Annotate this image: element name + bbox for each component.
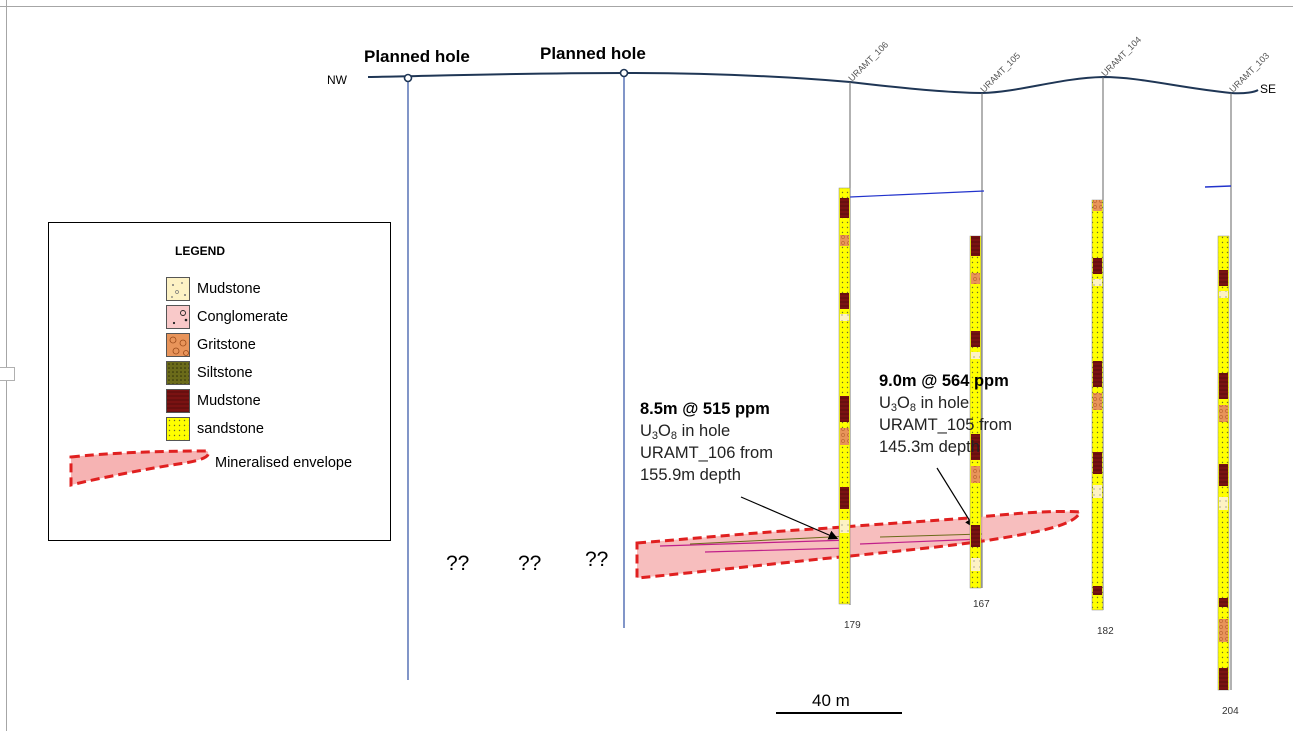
- unknown-mark-1: ??: [446, 552, 469, 575]
- legend-title: LEGEND: [175, 244, 226, 258]
- legend-box: LEGEND Mudstone Conglomerate Gritstone S…: [48, 222, 391, 541]
- frame-left-border: [6, 0, 7, 731]
- planned-hole-2-collar: [619, 68, 629, 78]
- legend-label-siltstone: Siltstone: [197, 365, 253, 381]
- annotation-arrow-106: [740, 496, 839, 540]
- topography-line: [367, 71, 1259, 95]
- log-column-URAMT_106: [838, 187, 851, 605]
- intercept-annotation-105: 9.0m @ 564 ppm U3O8 in hole URAMT_105 fr…: [879, 370, 1012, 458]
- scale-bar-label: 40 m: [812, 691, 850, 710]
- annotation-arrow-105: [936, 467, 975, 529]
- intercept-hole-106: URAMT_106 from: [640, 444, 773, 462]
- gritstone-swatch-icon: [166, 333, 190, 357]
- legend-item-mudstone-light: Mudstone: [166, 277, 261, 301]
- mudstone-dark-swatch-icon: [166, 389, 190, 413]
- water-level-tick-103: [1204, 185, 1232, 188]
- intercept-hole-105: URAMT_105 from: [879, 416, 1012, 434]
- log-column-URAMT_105: [969, 235, 982, 589]
- hole-label-URAMT_106: URAMT_106: [846, 40, 890, 84]
- drill-hole-logs: [838, 187, 1230, 691]
- planned-hole-label-2: Planned hole: [540, 44, 646, 63]
- planned-hole-label-1: Planned hole: [364, 47, 470, 66]
- legend-label-sandstone: sandstone: [197, 421, 264, 437]
- legend-item-siltstone: Siltstone: [166, 361, 253, 385]
- intercept-compound-106: U3O8 in hole: [640, 422, 731, 442]
- legend-label-conglomerate: Conglomerate: [197, 309, 289, 325]
- siltstone-swatch-icon: [166, 361, 190, 385]
- legend-item-conglomerate: Conglomerate: [166, 305, 288, 329]
- legend-item-gritstone: Gritstone: [166, 333, 256, 357]
- water-level-line: [849, 190, 985, 198]
- log-column-URAMT_104: [1091, 199, 1104, 611]
- intercept-headline-106: 8.5m @ 515 ppm: [640, 400, 770, 418]
- unknown-mark-3: ??: [585, 548, 608, 571]
- log-column-URAMT_103: [1217, 235, 1230, 691]
- planned-hole-1-collar: [403, 73, 413, 83]
- intercept-headline-105: 9.0m @ 564 ppm: [879, 372, 1009, 390]
- legend-label-mudstone-light: Mudstone: [197, 281, 261, 297]
- legend-label-gritstone: Gritstone: [197, 337, 256, 353]
- hole-depth-URAMT_106: 179: [844, 620, 861, 631]
- legend-item-sandstone: sandstone: [166, 417, 264, 441]
- legend-label-mudstone-dark: Mudstone: [197, 393, 261, 409]
- mineralised-envelope-swatch-icon: [69, 449, 210, 487]
- hole-depth-URAMT_104: 182: [1097, 626, 1114, 637]
- mineralised-envelope: [635, 509, 1083, 580]
- intercept-compound-105: U3O8 in hole: [879, 394, 970, 414]
- mudstone-light-swatch-icon: [166, 277, 190, 301]
- sandstone-swatch-icon: [166, 417, 190, 441]
- legend-item-mudstone-dark: Mudstone: [166, 389, 261, 413]
- frame-handle: [0, 367, 15, 381]
- intercept-traces: [659, 533, 983, 553]
- direction-label-se: SE: [1260, 82, 1276, 96]
- frame-top-border: [0, 6, 1293, 7]
- hole-depth-URAMT_105: 167: [973, 599, 990, 610]
- hole-label-URAMT_105: URAMT_105: [978, 51, 1022, 95]
- legend-label-mineralised-envelope: Mineralised envelope: [215, 455, 353, 471]
- hole-depth-URAMT_103: 204: [1222, 706, 1239, 717]
- intercept-depth-106: 155.9m depth: [640, 466, 741, 484]
- intercept-annotation-106: 8.5m @ 515 ppm U3O8 in hole URAMT_106 fr…: [640, 398, 773, 486]
- hole-label-URAMT_104: URAMT_104: [1099, 35, 1143, 79]
- direction-label-nw: NW: [327, 73, 348, 87]
- conglomerate-swatch-icon: [166, 305, 190, 329]
- intercept-depth-105: 145.3m depth: [879, 438, 980, 456]
- unknown-mark-2: ??: [518, 552, 541, 575]
